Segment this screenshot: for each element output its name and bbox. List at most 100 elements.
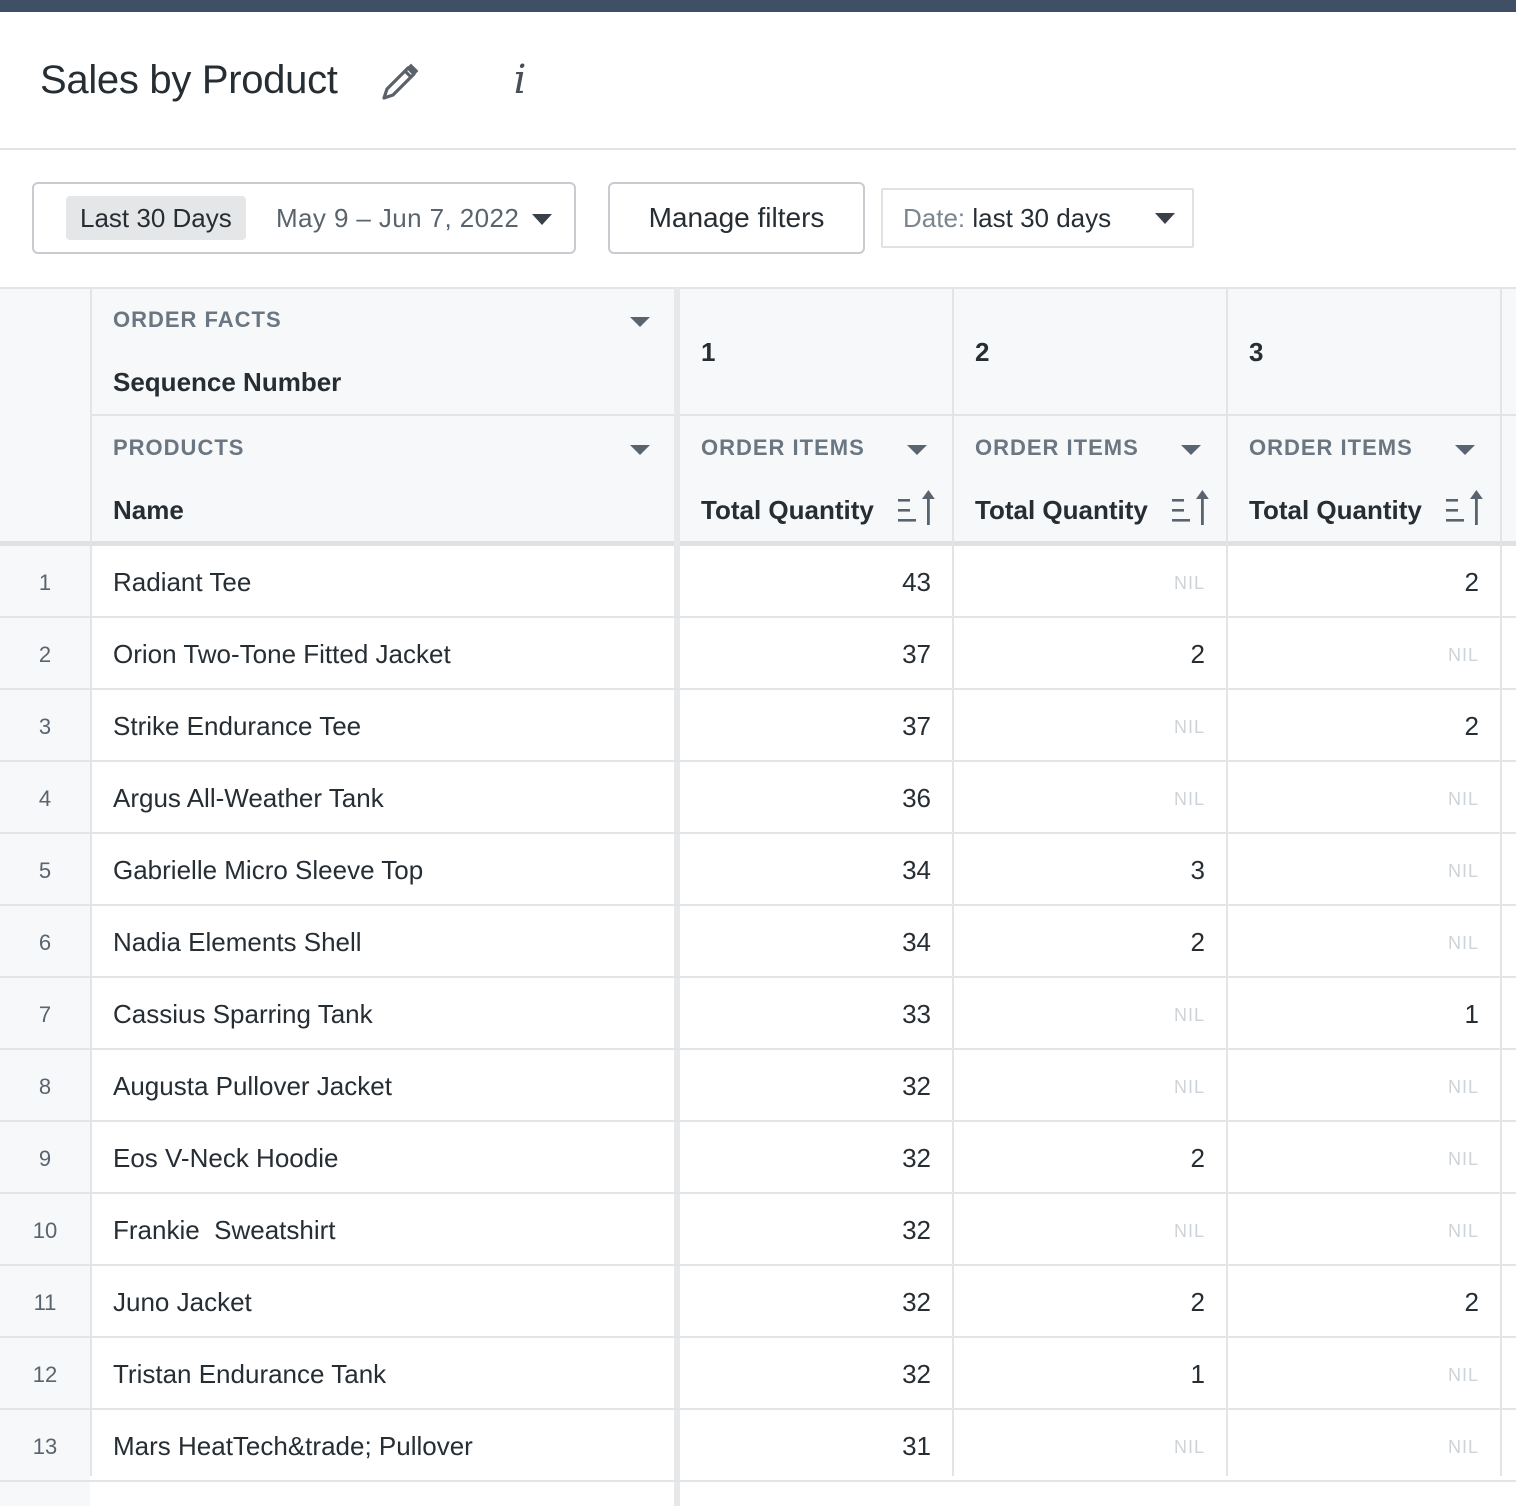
chevron-down-icon[interactable]: [1181, 445, 1201, 455]
pivot-field-label[interactable]: Sequence Number: [113, 367, 342, 397]
quantity-cell[interactable]: 43: [902, 567, 931, 597]
quantity-cell[interactable]: 2: [1190, 927, 1205, 957]
quantity-cell[interactable]: NIL: [1447, 1221, 1479, 1241]
pivot-value-3: 3: [1249, 337, 1264, 367]
row-divider: [0, 688, 1516, 690]
quantity-cell[interactable]: 2: [1464, 1287, 1479, 1317]
product-name-cell[interactable]: Mars HeatTech&trade; Pullover: [113, 1431, 473, 1461]
sort-ascending-icon[interactable]: [1444, 489, 1486, 529]
product-name-cell[interactable]: Augusta Pullover Jacket: [113, 1071, 392, 1101]
quantity-cell[interactable]: NIL: [1173, 1005, 1205, 1025]
quantity-cell[interactable]: 2: [1464, 567, 1479, 597]
quantity-cell[interactable]: NIL: [1173, 789, 1205, 809]
quantity-cell[interactable]: 36: [902, 783, 931, 813]
row-divider: [0, 1480, 1516, 1482]
quantity-cell[interactable]: 2: [1190, 639, 1205, 669]
quantity-cell[interactable]: 32: [902, 1071, 931, 1101]
quantity-cell[interactable]: 2: [1190, 1287, 1205, 1317]
measure-field-label[interactable]: Total Quantity: [1249, 495, 1422, 525]
manage-filters-button[interactable]: Manage filters: [608, 182, 865, 254]
quantity-cell[interactable]: 3: [1190, 855, 1205, 885]
quantity-cell[interactable]: 33: [902, 999, 931, 1029]
quantity-cell[interactable]: NIL: [1447, 645, 1479, 665]
pencil-icon[interactable]: [378, 60, 422, 104]
quantity-cell[interactable]: 2: [1190, 1143, 1205, 1173]
chevron-down-icon[interactable]: [907, 445, 927, 455]
quantity-cell[interactable]: 1: [1190, 1359, 1205, 1389]
measure-group-label: ORDER ITEMS: [975, 435, 1139, 460]
date-range-text: May 9 – Jun 7, 2022: [276, 203, 520, 233]
row-divider: [0, 832, 1516, 834]
product-name-cell[interactable]: Cassius Sparring Tank: [113, 999, 373, 1029]
measure-field-label[interactable]: Total Quantity: [975, 495, 1148, 525]
row-number: 4: [38, 786, 52, 811]
quantity-cell[interactable]: 34: [902, 927, 931, 957]
quantity-cell[interactable]: 34: [902, 855, 931, 885]
quantity-cell[interactable]: NIL: [1173, 1077, 1205, 1097]
measure-group-label: ORDER ITEMS: [701, 435, 865, 460]
quantity-cell[interactable]: NIL: [1173, 1437, 1205, 1457]
sort-ascending-icon[interactable]: [1170, 489, 1212, 529]
date-filter-label: Date:: [903, 203, 966, 233]
quantity-cell[interactable]: NIL: [1447, 933, 1479, 953]
product-name-cell[interactable]: Orion Two-Tone Fitted Jacket: [113, 639, 451, 669]
top-accent-bar: [0, 0, 1516, 12]
quantity-cell[interactable]: NIL: [1173, 717, 1205, 737]
date-preset-chip[interactable]: Last 30 Days: [66, 196, 246, 240]
date-range-picker[interactable]: Last 30 Days May 9 – Jun 7, 2022: [32, 182, 576, 254]
date-filter-dropdown[interactable]: Date: last 30 days: [881, 188, 1194, 248]
quantity-cell[interactable]: NIL: [1173, 1221, 1205, 1241]
product-name-cell[interactable]: Eos V-Neck Hoodie: [113, 1143, 339, 1173]
quantity-cell[interactable]: 37: [902, 639, 931, 669]
row-divider: [0, 760, 1516, 762]
product-name-cell[interactable]: Argus All-Weather Tank: [113, 783, 384, 813]
quantity-cell[interactable]: 31: [902, 1431, 931, 1461]
pivot-value-2: 2: [975, 337, 990, 367]
chevron-down-icon[interactable]: [630, 445, 650, 455]
product-name-cell[interactable]: Gabrielle Micro Sleeve Top: [113, 855, 424, 885]
product-name-cell[interactable]: Strike Endurance Tee: [113, 711, 362, 741]
chevron-down-icon[interactable]: [1455, 445, 1475, 455]
quantity-cell[interactable]: NIL: [1447, 1437, 1479, 1457]
row-number-gutter: [0, 543, 90, 1506]
date-filter-value: last 30 days: [972, 203, 1112, 233]
row-number: 10: [32, 1218, 58, 1243]
quantity-cell[interactable]: 2: [1464, 711, 1479, 741]
quantity-cell[interactable]: NIL: [1447, 1365, 1479, 1385]
quantity-cell[interactable]: NIL: [1447, 1077, 1479, 1097]
quantity-cell[interactable]: 32: [902, 1287, 931, 1317]
quantity-cell[interactable]: 32: [902, 1359, 931, 1389]
product-name-cell[interactable]: Radiant Tee: [113, 567, 252, 597]
quantity-cell[interactable]: NIL: [1447, 789, 1479, 809]
quantity-cell[interactable]: NIL: [1173, 573, 1205, 593]
product-name-cell[interactable]: Nadia Elements Shell: [113, 927, 362, 957]
pivot-group-label: ORDER FACTS: [113, 307, 282, 332]
row-number: 12: [32, 1362, 58, 1387]
grid-line: [0, 287, 1516, 289]
pivot-value-1: 1: [701, 337, 716, 367]
quantity-cell[interactable]: 37: [902, 711, 931, 741]
row-field-label[interactable]: Name: [113, 495, 184, 525]
data-table: ORDER FACTS Sequence Number 1 2 3 PRODUC…: [0, 287, 1516, 1506]
quantity-cell[interactable]: 32: [902, 1215, 931, 1245]
grid-line: [952, 287, 954, 1476]
quantity-cell[interactable]: 32: [902, 1143, 931, 1173]
measure-field-label[interactable]: Total Quantity: [701, 495, 874, 525]
product-name-cell[interactable]: Frankie Sweatshirt: [113, 1215, 336, 1245]
chevron-down-icon[interactable]: [630, 317, 650, 327]
sort-ascending-icon[interactable]: [896, 489, 938, 529]
grid-line: [1226, 287, 1228, 1476]
product-name-cell[interactable]: Tristan Endurance Tank: [113, 1359, 387, 1389]
quantity-cell[interactable]: NIL: [1447, 1149, 1479, 1169]
row-number: 11: [33, 1290, 57, 1315]
quantity-cell[interactable]: 1: [1464, 999, 1479, 1029]
row-divider: [0, 1192, 1516, 1194]
page-header: Sales by Product i: [0, 12, 1516, 150]
info-icon[interactable]: i: [513, 57, 527, 103]
quantity-cell[interactable]: NIL: [1447, 861, 1479, 881]
chevron-down-icon[interactable]: [532, 214, 552, 225]
product-name-cell[interactable]: Juno Jacket: [113, 1287, 252, 1317]
row-number: 13: [32, 1434, 58, 1459]
chevron-down-icon[interactable]: [1155, 213, 1175, 224]
row-number: 8: [38, 1074, 52, 1099]
